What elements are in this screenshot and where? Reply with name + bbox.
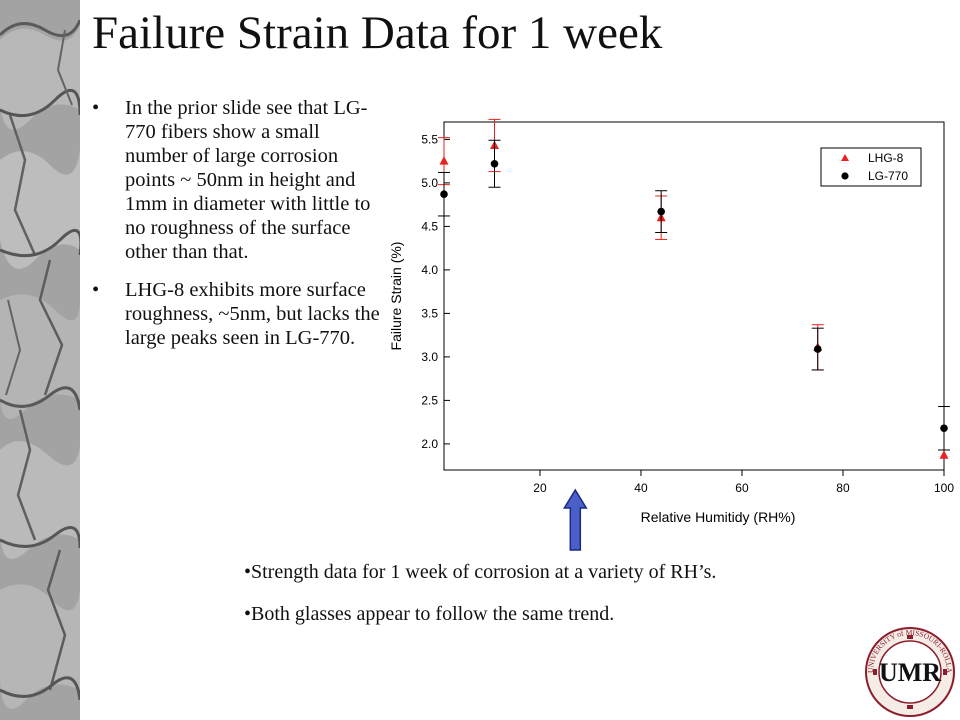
bullet-text: In the prior slide see that LG-770 fiber… [125,97,371,263]
cracked-texture-sidebar [0,0,80,720]
y-tick-label: 3.5 [421,306,438,320]
x-tick-label: 100 [934,481,954,495]
notes: •Strength data for 1 week of corrosion a… [244,560,824,644]
legend: LHG-8 LG-770 [820,147,922,187]
y-tick-label: 4.5 [421,219,438,233]
bullet-item: • LHG-8 exhibits more surface roughness, … [92,278,382,350]
bullet-item: • In the prior slide see that LG-770 fibe… [92,96,382,264]
seal-monogram: UMR [879,658,941,687]
y-axis-label: Failure Strain (%) [388,242,404,351]
data-marks [438,118,950,459]
legend-label-lhg8: LHG-8 [868,151,904,165]
y-tick-label: 5.0 [421,176,438,190]
bullet-glyph: • [92,279,100,301]
x-tick-label: 60 [735,481,749,495]
data-point-lg770 [490,159,499,168]
bullet-list: • In the prior slide see that LG-770 fibe… [92,96,382,364]
x-tick-label: 20 [533,481,547,495]
slide-title: Failure Strain Data for 1 week [92,7,663,59]
data-point-lg770 [813,345,822,353]
x-tick-label: 80 [836,481,850,495]
x-axis-ticks: 20 40 60 80 100 [533,470,954,495]
y-tick-label: 2.0 [421,437,438,451]
data-point-lhg8 [939,450,949,459]
legend-marker-lhg8 [841,154,849,161]
data-point-lg770 [440,190,448,199]
up-arrow-icon [562,488,588,551]
note-item: •Both glasses appear to follow the same … [244,603,615,625]
y-tick-label: 4.0 [421,263,438,277]
failure-strain-chart: 2.0 2.5 3.0 3.5 4.0 4.5 5.0 5.5 20 40 60 80 100 Fai… [388,118,954,551]
bullet-glyph: • [92,97,100,119]
x-tick-label: 40 [634,481,648,495]
note-item: •Strength data for 1 week of corrosion a… [244,561,717,583]
y-tick-label: 5.5 [421,132,438,146]
university-seal-logo: UNIVERSITY of MISSOURI-ROLLA UMR [865,627,955,717]
bullet-text: LHG-8 exhibits more surface roughness, ~… [125,279,380,349]
data-point-lhg8 [439,156,449,165]
y-axis-ticks: 2.0 2.5 3.0 3.5 4.0 4.5 5.0 5.5 [421,132,450,451]
cracked-texture-pattern [0,0,80,720]
y-tick-label: 2.5 [421,393,438,407]
legend-box [820,147,922,187]
legend-label-lg770: LG-770 [868,169,908,183]
legend-marker-lg770 [841,172,849,180]
x-axis-label: Relative Humitidy (RH%) [641,509,796,525]
data-point-lg770 [657,207,665,216]
y-tick-label: 3.0 [421,350,438,364]
data-point-lg770 [940,424,948,433]
up-arrow-shape [562,488,588,551]
